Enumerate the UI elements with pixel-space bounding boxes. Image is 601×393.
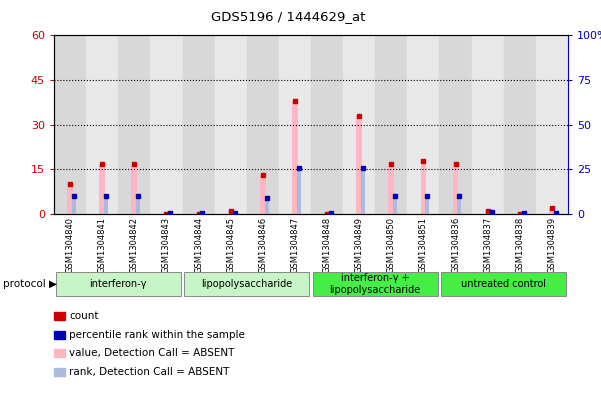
Bar bbox=[361, 168, 365, 214]
Bar bbox=[72, 196, 76, 214]
Bar bbox=[233, 213, 237, 214]
Bar bbox=[228, 211, 234, 214]
Bar bbox=[136, 196, 140, 214]
Bar bbox=[549, 208, 555, 214]
Bar bbox=[356, 116, 362, 214]
Bar bbox=[168, 213, 172, 214]
Bar bbox=[247, 35, 279, 214]
Bar bbox=[104, 196, 108, 214]
Bar bbox=[183, 35, 215, 214]
Bar bbox=[311, 35, 343, 214]
Bar bbox=[485, 211, 490, 214]
Bar bbox=[329, 213, 333, 214]
Bar bbox=[67, 184, 73, 214]
Bar bbox=[522, 213, 525, 214]
Bar bbox=[388, 163, 394, 214]
Bar bbox=[260, 175, 266, 214]
Bar bbox=[457, 196, 462, 214]
Bar bbox=[504, 35, 536, 214]
FancyBboxPatch shape bbox=[56, 272, 181, 296]
Bar bbox=[472, 35, 504, 214]
Bar bbox=[132, 163, 137, 214]
Bar bbox=[554, 213, 558, 214]
Bar bbox=[118, 35, 150, 214]
Bar bbox=[86, 35, 118, 214]
FancyBboxPatch shape bbox=[313, 272, 438, 296]
Text: count: count bbox=[69, 311, 99, 321]
Bar bbox=[215, 35, 247, 214]
FancyBboxPatch shape bbox=[441, 272, 566, 296]
Bar bbox=[343, 35, 375, 214]
Bar bbox=[393, 196, 397, 214]
Bar bbox=[490, 212, 493, 214]
Bar bbox=[265, 198, 269, 214]
Bar bbox=[99, 163, 105, 214]
Bar bbox=[150, 35, 183, 214]
Bar bbox=[201, 213, 204, 214]
Text: rank, Detection Call = ABSENT: rank, Detection Call = ABSENT bbox=[69, 367, 230, 377]
Text: untreated control: untreated control bbox=[461, 279, 546, 289]
Bar bbox=[536, 35, 568, 214]
Bar bbox=[297, 168, 300, 214]
Bar bbox=[421, 160, 426, 214]
Bar bbox=[279, 35, 311, 214]
Bar bbox=[375, 35, 407, 214]
Text: GDS5196 / 1444629_at: GDS5196 / 1444629_at bbox=[212, 10, 365, 23]
Text: interferon-γ +
lipopolysaccharide: interferon-γ + lipopolysaccharide bbox=[329, 273, 421, 295]
Text: lipopolysaccharide: lipopolysaccharide bbox=[201, 279, 293, 289]
FancyBboxPatch shape bbox=[184, 272, 310, 296]
Bar bbox=[439, 35, 472, 214]
Text: interferon-γ: interferon-γ bbox=[90, 279, 147, 289]
Bar bbox=[407, 35, 439, 214]
Bar bbox=[292, 101, 298, 214]
Text: percentile rank within the sample: percentile rank within the sample bbox=[69, 330, 245, 340]
Text: protocol ▶: protocol ▶ bbox=[3, 279, 57, 289]
Bar bbox=[426, 196, 429, 214]
Text: value, Detection Call = ABSENT: value, Detection Call = ABSENT bbox=[69, 348, 234, 358]
Bar bbox=[54, 35, 86, 214]
Bar bbox=[453, 163, 459, 214]
